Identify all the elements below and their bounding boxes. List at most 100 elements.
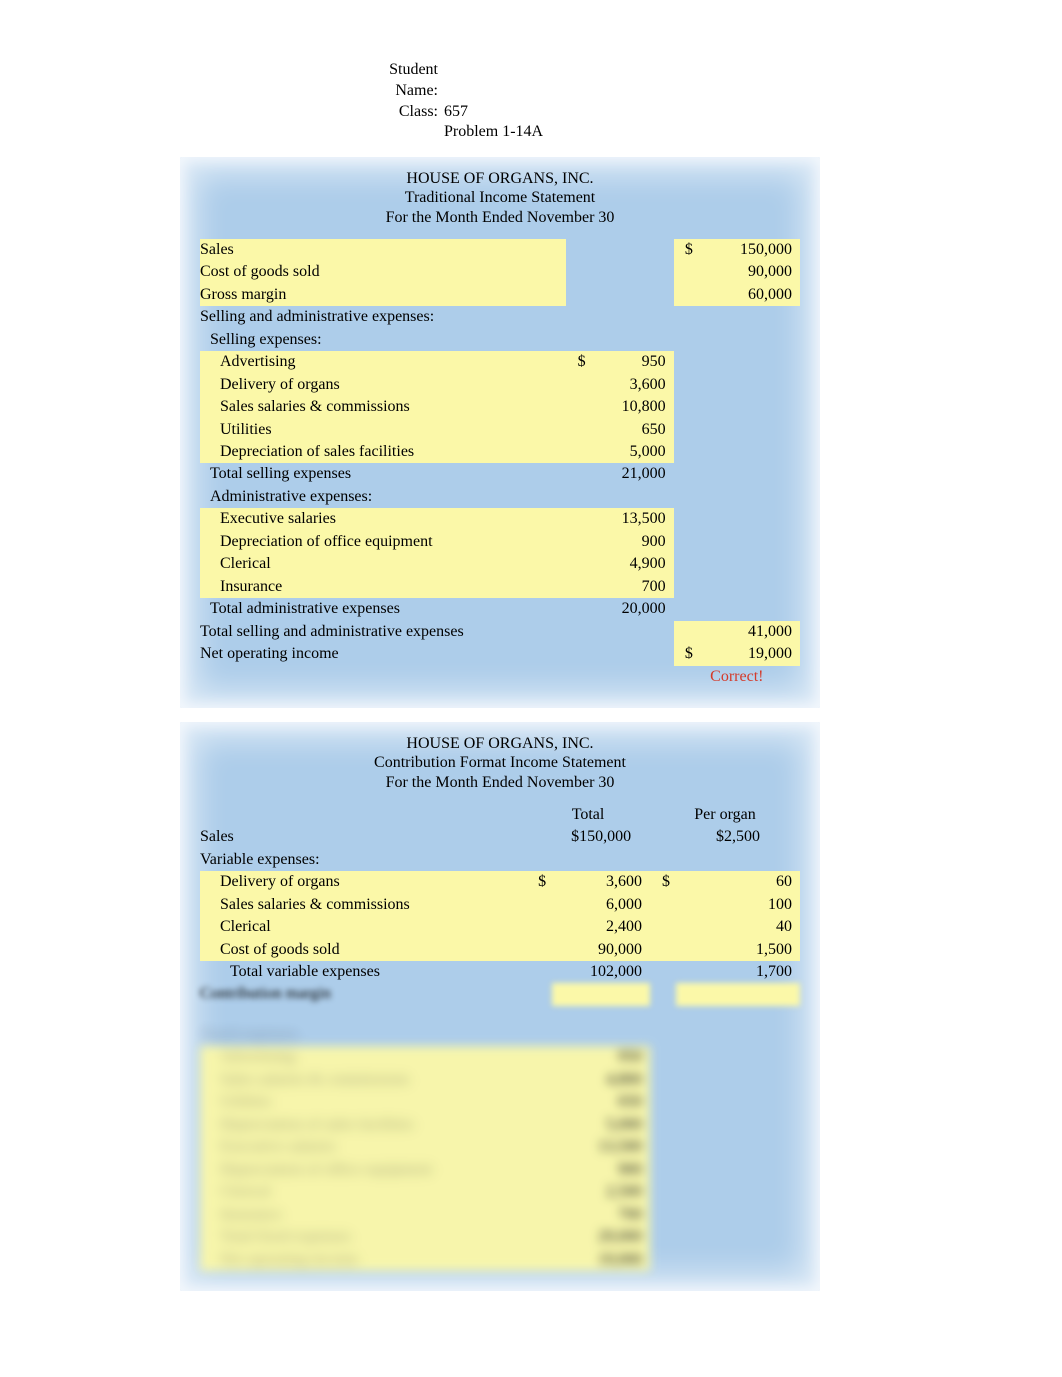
currency-symbol: $ [674, 643, 699, 665]
sales-row: Sales $150,000 $2,500 [200, 826, 800, 848]
noi-label: Net operating income [200, 643, 566, 665]
currency-symbol: $ [566, 351, 591, 373]
clerical-row: Clerical 4,900 [200, 553, 800, 575]
cogs-label: Cost of goods sold [200, 939, 526, 961]
sales-per: $2,500 [676, 826, 800, 848]
net-operating-income-row: Net operating income $ 19,000 [200, 643, 800, 665]
tvar-label: Total variable expenses [200, 961, 526, 983]
dep-sales-fac-row: Depreciation of sales facilities 5,000 [200, 441, 800, 463]
cogs-row: Cost of goods sold 90,000 1,500 [200, 939, 800, 961]
total-selling-row: Total selling expenses 21,000 [200, 463, 800, 485]
sales-label: Sales [200, 826, 526, 848]
delivery-row: Delivery of organs 3,600 [200, 374, 800, 396]
period: For the Month Ended November 30 [200, 208, 800, 227]
ssc-label: Sales salaries & commissions [200, 894, 526, 916]
adv-value: 950 [592, 351, 674, 373]
tsna-label: Total selling and administrative expense… [200, 621, 566, 643]
blurred-row: Depreciation of office equipment900 [200, 1159, 800, 1181]
util-label: Utilities [200, 419, 566, 441]
insurance-row: Insurance 700 [200, 576, 800, 598]
sales-value: 150,000 [699, 239, 800, 261]
header-class-row: Class: 657 [345, 102, 1022, 123]
currency-symbol: $ [674, 239, 699, 261]
panel1-heading: HOUSE OF ORGANS, INC. Traditional Income… [200, 169, 800, 227]
blurred-row: Utilities650 [200, 1091, 800, 1113]
gm-value: 60,000 [699, 284, 800, 306]
period: For the Month Ended November 30 [200, 773, 800, 792]
blurred-row: Sales salaries & commissions4,800 [200, 1069, 800, 1091]
noi-value: 19,000 [699, 643, 800, 665]
sales-row: Sales $ 150,000 [200, 239, 800, 261]
depsf-label: Depreciation of sales facilities [200, 441, 566, 463]
ssc-total: 6,000 [552, 894, 650, 916]
ssc-per: 100 [676, 894, 800, 916]
company-name: HOUSE OF ORGANS, INC. [200, 169, 800, 188]
statement-title: Traditional Income Statement [200, 188, 800, 207]
gm-label: Gross margin [200, 284, 566, 306]
header-problem-row: Problem 1-14A [345, 122, 1022, 143]
del-value: 3,600 [592, 374, 674, 396]
sales-total: $150,000 [552, 826, 650, 848]
col-total: Total [526, 804, 650, 826]
cler-value: 4,900 [592, 553, 674, 575]
tsna-value: 41,000 [699, 621, 800, 643]
delivery-row: Delivery of organs $ 3,600 $ 60 [200, 871, 800, 893]
tadmin-label: Total administrative expenses [200, 598, 566, 620]
cler-per: 40 [676, 916, 800, 938]
tvar-per: 1,700 [676, 961, 800, 983]
cm-per [676, 983, 800, 1005]
sales-salaries-row: Sales salaries & commissions 6,000 100 [200, 894, 800, 916]
cler-label: Clerical [200, 916, 526, 938]
statement-table: Sales $ 150,000 Cost of goods sold 90,00… [200, 239, 800, 688]
clerical-row: Clerical 2,400 40 [200, 916, 800, 938]
traditional-income-statement: HOUSE OF ORGANS, INC. Traditional Income… [180, 157, 820, 708]
cm-total [552, 983, 650, 1005]
total-admin-row: Total administrative expenses 20,000 [200, 598, 800, 620]
admin-heading: Administrative expenses: [200, 486, 566, 508]
variable-heading: Variable expenses: [200, 849, 526, 871]
utilities-row: Utilities 650 [200, 419, 800, 441]
problem-id: Problem 1-14A [444, 122, 543, 143]
contribution-income-statement: HOUSE OF ORGANS, INC. Contribution Forma… [180, 722, 820, 1291]
header-student-row: Student Name: [345, 60, 1022, 102]
exs-label: Executive salaries [200, 508, 566, 530]
blurred-row: Fixed expenses [200, 1024, 800, 1046]
class-value: 657 [444, 102, 468, 123]
blurred-row: Total fixed expenses29,000 [200, 1226, 800, 1248]
ssc-value: 10,800 [592, 396, 674, 418]
tadmin-value: 20,000 [592, 598, 674, 620]
sales-salaries-row: Sales salaries & commissions 10,800 [200, 396, 800, 418]
blurred-row: Clerical2,500 [200, 1181, 800, 1203]
tsell-value: 21,000 [592, 463, 674, 485]
tvar-total: 102,000 [552, 961, 650, 983]
tsell-label: Total selling expenses [200, 463, 566, 485]
util-value: 650 [592, 419, 674, 441]
statement-title: Contribution Format Income Statement [200, 753, 800, 772]
ins-label: Insurance [200, 576, 566, 598]
statement-table: Total Per organ Sales $150,000 $2,500 Va… [200, 804, 800, 1271]
cogs-row: Cost of goods sold 90,000 [200, 261, 800, 283]
cogs-total: 90,000 [552, 939, 650, 961]
currency-symbol: $ [526, 871, 552, 893]
page: Student Name: Class: 657 Problem 1-14A H… [0, 0, 1062, 1345]
exs-value: 13,500 [592, 508, 674, 530]
correct-row: Correct! [200, 666, 800, 688]
blurred-row: Net operating income19,000 [200, 1249, 800, 1271]
fixed-expenses-block: Fixed expensesAdvertising950Sales salari… [200, 1024, 800, 1271]
col-per-organ: Per organ [650, 804, 800, 826]
advertising-row: Advertising $ 950 [200, 351, 800, 373]
del-label: Delivery of organs [200, 871, 526, 893]
blurred-row: Insurance700 [200, 1204, 800, 1226]
cler-total: 2,400 [552, 916, 650, 938]
class-label: Class: [345, 102, 438, 123]
dep-office-row: Depreciation of office equipment 900 [200, 531, 800, 553]
spacer [345, 122, 438, 143]
del-label: Delivery of organs [200, 374, 566, 396]
blurred-row: Depreciation of sales facilities5,000 [200, 1114, 800, 1136]
cogs-per: 1,500 [676, 939, 800, 961]
depoe-label: Depreciation of office equipment [200, 531, 566, 553]
contribution-margin-row: Contribution margin [200, 983, 800, 1005]
cm-label: Contribution margin [200, 983, 526, 1005]
header-block: Student Name: Class: 657 Problem 1-14A [345, 60, 1022, 143]
gross-margin-row: Gross margin 60,000 [200, 284, 800, 306]
